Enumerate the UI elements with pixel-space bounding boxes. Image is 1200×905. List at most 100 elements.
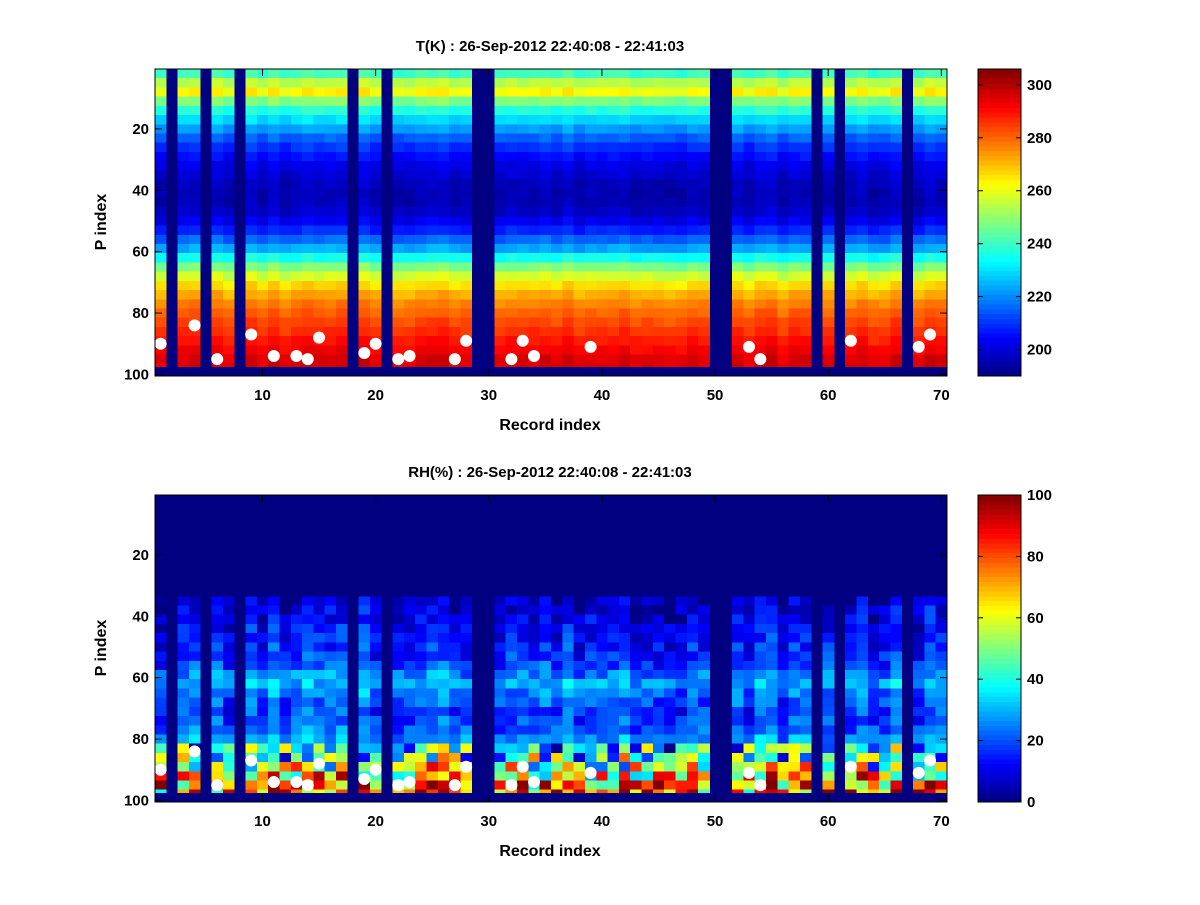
heatmap-cell: [324, 243, 337, 254]
heatmap-cell: [856, 197, 869, 208]
heatmap-cell: [732, 633, 744, 643]
heatmap-cell: [415, 179, 427, 190]
heatmap-cell: [505, 299, 518, 309]
colorbar-segment: [978, 514, 1021, 520]
heatmap-cell: [799, 271, 812, 282]
heatmap-cell: [358, 115, 371, 125]
colorbar-segment: [978, 256, 1021, 262]
heatmap-cell: [505, 326, 518, 337]
heatmap-cell: [630, 197, 642, 208]
heatmap-cell: [449, 697, 461, 708]
heatmap-cell: [426, 308, 439, 319]
heatmap-cell: [290, 262, 303, 273]
heatmap-cell: [913, 688, 925, 699]
heatmap-cell: [268, 633, 280, 643]
heatmap-cell: [222, 541, 235, 551]
heatmap-cell: [369, 577, 382, 588]
heatmap-cell: [494, 170, 507, 180]
heatmap-cell: [279, 87, 292, 98]
heatmap-cell: [403, 308, 416, 319]
heatmap-cell: [641, 207, 654, 217]
heatmap-cell: [845, 280, 857, 291]
heatmap-cell: [449, 96, 461, 107]
heatmap-cell: [358, 743, 371, 754]
heatmap-cell: [426, 69, 439, 79]
heatmap-cell: [392, 170, 405, 180]
heatmap-cell: [630, 96, 642, 107]
heatmap-cell: [584, 596, 597, 606]
heatmap-cell: [415, 679, 427, 689]
heatmap-cell: [652, 513, 665, 524]
heatmap-cell: [358, 354, 371, 365]
heatmap-cell: [641, 780, 654, 791]
heatmap-cell: [437, 651, 450, 662]
heatmap-cell: [517, 697, 529, 708]
heatmap-cell: [584, 550, 597, 560]
heatmap-cell: [290, 243, 303, 254]
heatmap-cell: [845, 706, 857, 717]
heatmap-cell: [562, 771, 575, 781]
heatmap-cell: [924, 697, 937, 708]
heatmap-cell: [245, 541, 258, 551]
heatmap-cell: [290, 216, 303, 226]
heatmap-cell: [562, 531, 575, 542]
heatmap-cell: [732, 697, 744, 708]
heatmap-cell: [211, 105, 224, 116]
heatmap-cell: [913, 577, 925, 588]
heatmap-cell: [188, 605, 201, 616]
heatmap-cell: [799, 669, 812, 680]
heatmap-cell: [392, 623, 405, 634]
heatmap-cell: [845, 216, 857, 226]
heatmap-cell: [290, 706, 303, 717]
heatmap-cell: [505, 651, 518, 662]
heatmap-cell: [867, 531, 880, 542]
heatmap-cell: [517, 299, 529, 309]
heatmap-cell: [856, 669, 869, 680]
heatmap-cell: [664, 550, 676, 560]
heatmap-cell: [177, 179, 190, 190]
heatmap-cell: [188, 253, 201, 263]
heatmap-cell: [890, 124, 903, 134]
surface-marker: [188, 319, 201, 332]
heatmap-cell: [879, 280, 891, 291]
heatmap-cell: [415, 262, 427, 273]
heatmap-cell: [324, 688, 337, 699]
heatmap-cell: [856, 780, 869, 791]
heatmap-cell: [302, 725, 314, 735]
heatmap-cell: [799, 243, 812, 254]
heatmap-cell: [596, 780, 608, 791]
heatmap-cell: [573, 161, 586, 171]
heatmap-cell: [460, 559, 473, 570]
heatmap-cell: [290, 504, 303, 514]
heatmap-cell: [415, 87, 427, 98]
heatmap-cell: [788, 170, 801, 180]
heatmap-cell: [505, 179, 518, 190]
heatmap-cell: [924, 78, 937, 88]
heatmap-cell: [279, 188, 292, 199]
heatmap-cell: [155, 280, 167, 291]
heatmap-cell: [584, 743, 597, 754]
heatmap-cell: [403, 623, 416, 634]
heatmap-cell: [403, 207, 416, 217]
heatmap-cell: [754, 161, 767, 171]
heatmap-cell: [313, 623, 326, 634]
heatmap-cell: [426, 651, 439, 662]
heatmap-cell: [222, 308, 235, 319]
heatmap-cell: [392, 207, 405, 217]
heatmap-cell: [607, 280, 620, 291]
heatmap-cell: [890, 725, 903, 735]
heatmap-cell: [222, 161, 235, 171]
heatmap-cell: [290, 577, 303, 588]
x-tick-label: 20: [367, 813, 384, 830]
heatmap-cell: [211, 577, 224, 588]
heatmap-cell: [799, 326, 812, 337]
heatmap-cell: [256, 142, 269, 153]
heatmap-cell: [698, 660, 710, 671]
heatmap-cell: [618, 179, 631, 190]
heatmap-cell: [449, 207, 461, 217]
heatmap-cell: [698, 623, 710, 634]
heatmap-cell: [426, 170, 439, 180]
heatmap-cell: [845, 605, 857, 616]
heatmap-cell: [630, 550, 642, 560]
heatmap-cell: [698, 188, 710, 199]
